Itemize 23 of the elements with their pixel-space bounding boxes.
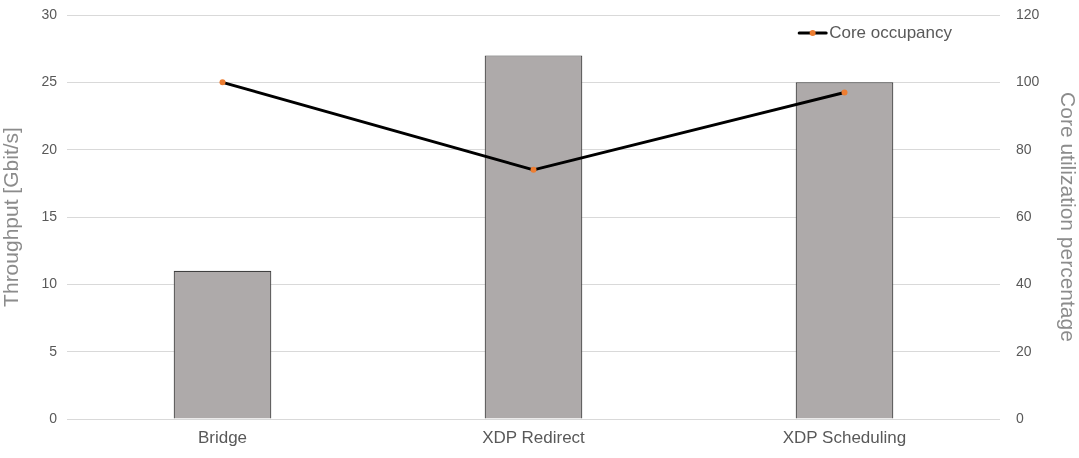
y2-tick-label: 0 xyxy=(1016,409,1024,426)
y-tick-label: 5 xyxy=(49,342,58,359)
y-tick-label: 15 xyxy=(41,207,58,224)
point xyxy=(219,79,226,86)
x-tick-label: XDP Redirect xyxy=(482,427,586,447)
y-tick-label: 0 xyxy=(49,409,58,426)
y2-tick-label: 80 xyxy=(1016,140,1032,157)
y2-tick-label: 40 xyxy=(1016,275,1032,292)
y-tick-label: 10 xyxy=(41,275,58,292)
y2-tick-label: 20 xyxy=(1016,342,1032,359)
y-tick-label: 25 xyxy=(41,73,58,90)
point xyxy=(530,166,537,173)
y-tick-label: 20 xyxy=(41,140,58,157)
legend-label: Core occupancy xyxy=(829,22,953,42)
y2-axis-title: Core utilization percentage xyxy=(1056,92,1079,342)
y2-tick-label: 120 xyxy=(1016,5,1040,22)
x-tick-label: Bridge xyxy=(197,427,248,447)
x-tick-label: XDP Scheduling xyxy=(782,427,907,447)
y-tick-label: 30 xyxy=(41,5,58,22)
point xyxy=(841,89,848,96)
y2-tick-label: 100 xyxy=(1016,73,1040,90)
y2-tick-label: 60 xyxy=(1016,207,1032,224)
y-axis-title: Throughput [Gbit/s] xyxy=(0,127,23,307)
